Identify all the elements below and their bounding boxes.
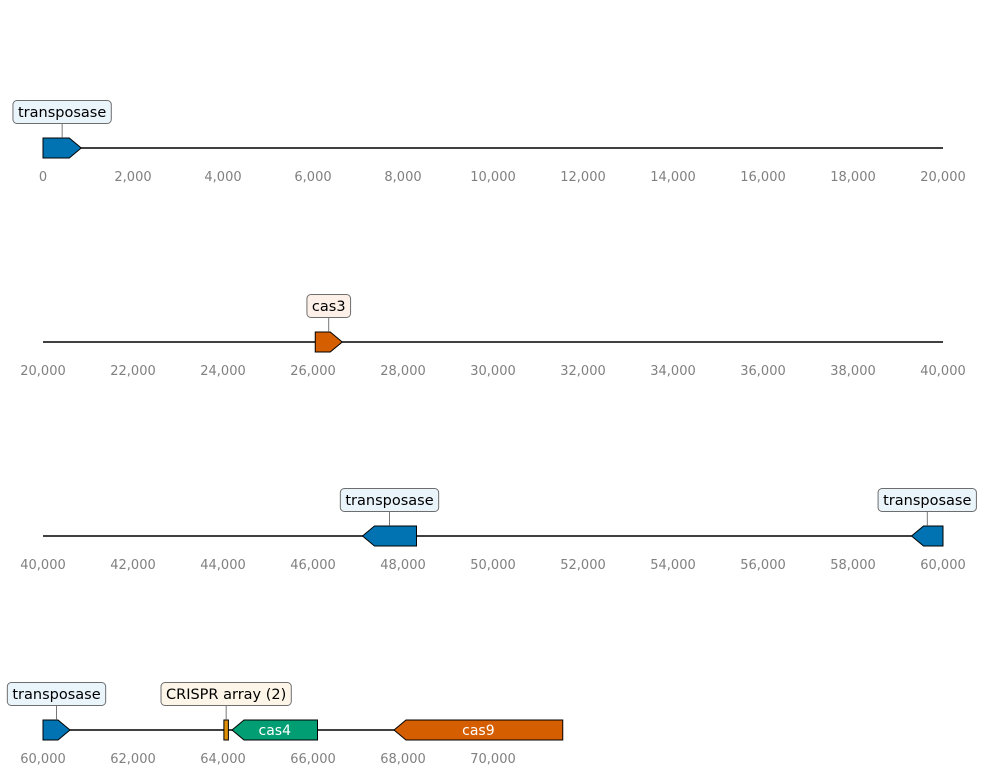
callout-box xyxy=(160,682,292,706)
tick-label: 34,000 xyxy=(650,364,696,379)
tick-label: 58,000 xyxy=(830,558,876,573)
feature-crispr-array-2: CRISPR array (2) xyxy=(160,682,292,741)
feature-transposase: transposase xyxy=(6,682,107,741)
tick-label: 6,000 xyxy=(294,170,331,185)
tick-label: 10,000 xyxy=(470,170,516,185)
track-2: 20,000 22,000 24,000 26,000 28,000 30,000 32,0… xyxy=(20,294,966,379)
tick-label: 54,000 xyxy=(650,558,696,573)
tick-label: 36,000 xyxy=(740,364,786,379)
tick-label: 32,000 xyxy=(560,364,606,379)
tick-label: 50,000 xyxy=(470,558,516,573)
tick-label: 20,000 xyxy=(20,364,66,379)
gene-arrow xyxy=(314,331,344,353)
callout-box xyxy=(877,488,977,512)
gene-arrow xyxy=(231,719,318,741)
callout-label: transposase xyxy=(883,493,971,509)
tick-label: 2,000 xyxy=(114,170,151,185)
tick-label: 44,000 xyxy=(200,558,246,573)
tick-label: 70,000 xyxy=(470,752,516,767)
callout-box xyxy=(339,488,440,512)
tick-label: 20,000 xyxy=(920,170,966,185)
tick-label: 26,000 xyxy=(290,364,336,379)
tick-label: 38,000 xyxy=(830,364,876,379)
feature-transposase: transposase xyxy=(12,100,112,159)
track-3: 40,000 42,000 44,000 46,000 48,000 50,000 52,0… xyxy=(20,488,977,573)
tick-label: 48,000 xyxy=(380,558,426,573)
tick-label: 42,000 xyxy=(110,558,156,573)
track-1: 0 2,000 4,000 6,000 8,000 10,000 12,000 14,000 1… xyxy=(12,100,966,185)
gene-arrow xyxy=(42,719,71,741)
feature-transposase: transposase xyxy=(877,488,977,547)
tick-label: 16,000 xyxy=(740,170,786,185)
tick-label: 52,000 xyxy=(560,558,606,573)
tick-label: 46,000 xyxy=(290,558,336,573)
callout-label: cas3 xyxy=(312,299,346,315)
tick-label: 64,000 xyxy=(200,752,246,767)
feature-cas9: cas9 xyxy=(393,719,564,741)
tick-label: 18,000 xyxy=(830,170,876,185)
tick-label: 68,000 xyxy=(380,752,426,767)
gene-arrow xyxy=(42,137,83,159)
gene-arrow xyxy=(910,525,944,547)
gene-label: cas4 xyxy=(259,723,292,739)
callout-label: transposase xyxy=(18,105,106,121)
tick-label: 30,000 xyxy=(470,364,516,379)
callout-label: transposase xyxy=(345,493,433,509)
gene-label: cas9 xyxy=(462,723,494,739)
feature-cas3: cas3 xyxy=(306,294,352,353)
callout-box xyxy=(12,100,112,124)
tick-label: 0 xyxy=(39,170,47,185)
callout-box xyxy=(6,682,107,706)
callout-box xyxy=(306,294,352,318)
tick-label: 40,000 xyxy=(20,558,66,573)
gene-arrow xyxy=(223,719,229,741)
feature-cas4: cas4 xyxy=(231,719,318,741)
feature-transposase: transposase xyxy=(339,488,440,547)
tick-label: 22,000 xyxy=(110,364,156,379)
tick-label: 60,000 xyxy=(920,558,966,573)
gene-arrow xyxy=(361,525,417,547)
tick-label: 28,000 xyxy=(380,364,426,379)
tick-label: 14,000 xyxy=(650,170,696,185)
tick-label: 24,000 xyxy=(200,364,246,379)
callout-label: CRISPR array (2) xyxy=(166,687,286,703)
track-4: 60,000 62,000 64,000 66,000 68,000 70,000 tran… xyxy=(6,682,564,767)
tick-label: 66,000 xyxy=(290,752,336,767)
tick-label: 4,000 xyxy=(204,170,241,185)
tick-label: 60,000 xyxy=(20,752,66,767)
tick-label: 40,000 xyxy=(920,364,966,379)
tick-label: 56,000 xyxy=(740,558,786,573)
tick-label: 12,000 xyxy=(560,170,606,185)
tick-label: 62,000 xyxy=(110,752,156,767)
tick-label: 8,000 xyxy=(384,170,421,185)
callout-label: transposase xyxy=(12,687,100,703)
gene-arrow xyxy=(393,719,564,741)
